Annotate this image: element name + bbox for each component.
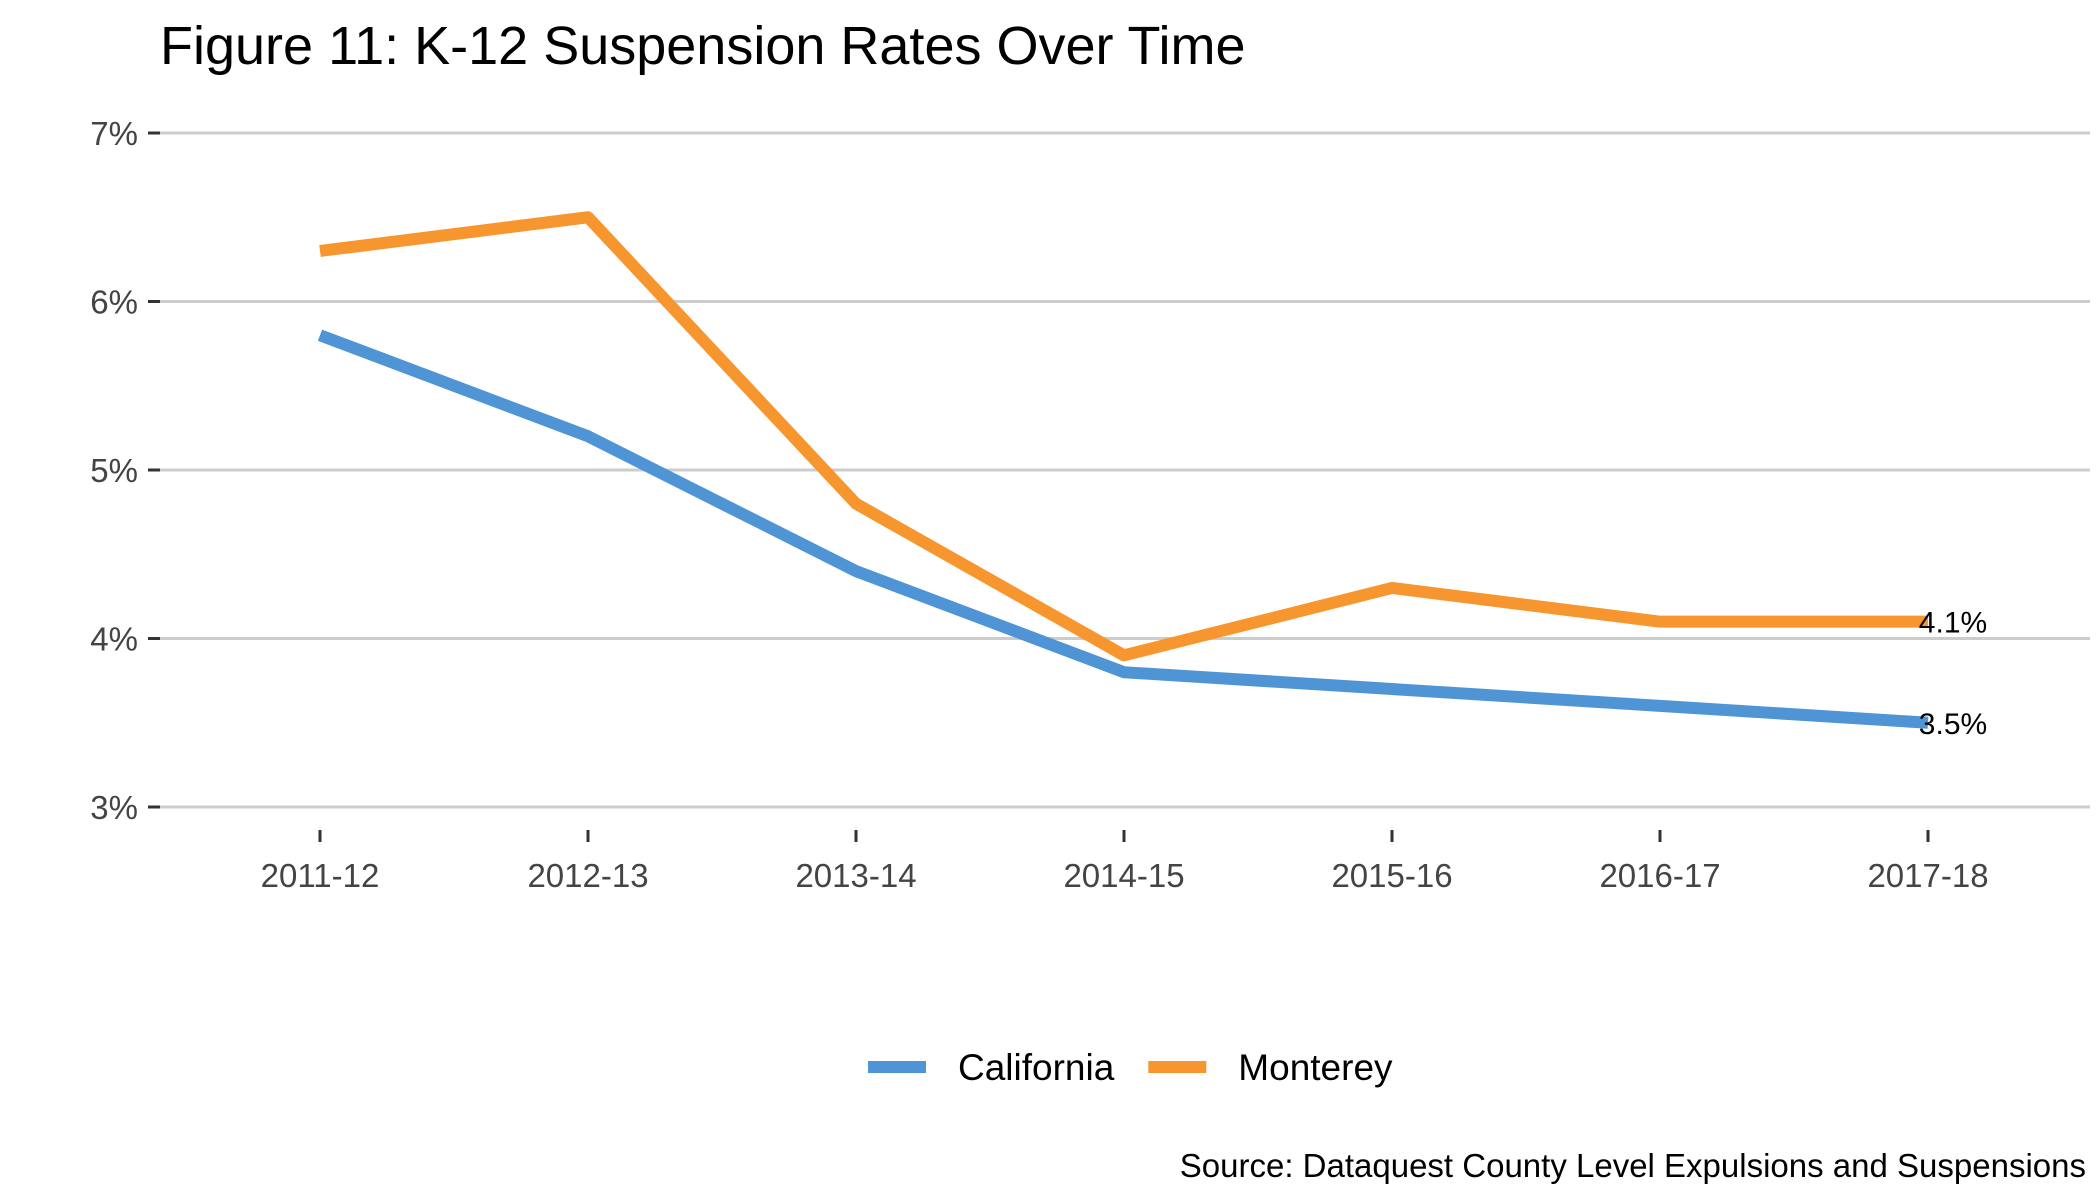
y-tick-label: 5%	[90, 452, 138, 489]
legend-label-monterey: Monterey	[1238, 1047, 1393, 1088]
y-tick-label: 7%	[90, 115, 138, 152]
x-axis: 2011-12 2012-13 2013-14 2014-15 2015-16 2016-…	[261, 830, 1989, 894]
chart-title: Figure 11: K-12 Suspension Rates Over Ti…	[160, 16, 1246, 76]
data-label-california: 3.5%	[1919, 708, 1987, 741]
y-axis: 3% 4% 5% 6% 7%	[90, 115, 160, 826]
x-tick-label: 2017-18	[1867, 857, 1988, 894]
x-tick-label: 2015-16	[1331, 857, 1452, 894]
chart-caption: Source: Dataquest County Level Expulsion…	[1180, 1147, 2086, 1184]
data-labels: 3.5% 4.1%	[1919, 607, 1987, 741]
legend: California Monterey	[868, 1047, 1393, 1088]
y-tick-label: 6%	[90, 284, 138, 321]
x-tick-label: 2016-17	[1599, 857, 1720, 894]
series-line-california	[317, 329, 1929, 729]
x-tick-label: 2013-14	[795, 857, 916, 894]
data-label-monterey: 4.1%	[1919, 607, 1987, 640]
x-tick-label: 2014-15	[1063, 857, 1184, 894]
series-line-monterey	[319, 211, 1928, 662]
x-tick-label: 2011-12	[261, 857, 380, 894]
gridlines	[160, 131, 2090, 809]
legend-label-california: California	[958, 1047, 1115, 1088]
y-tick-label: 4%	[90, 621, 138, 658]
y-tick-label: 3%	[90, 789, 138, 826]
series-lines	[317, 211, 1929, 729]
x-tick-label: 2012-13	[527, 857, 648, 894]
